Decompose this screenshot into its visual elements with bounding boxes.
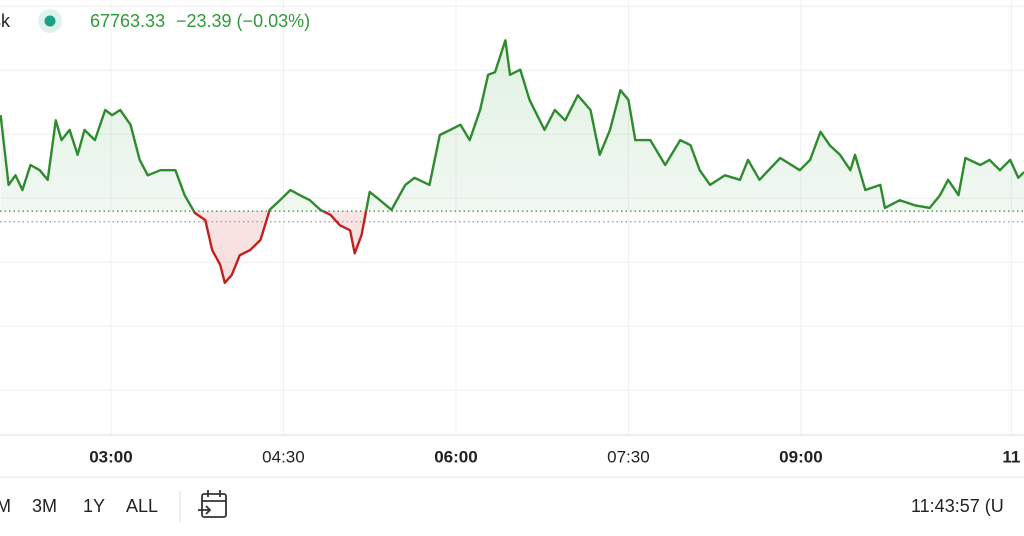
area-below (0, 211, 1024, 283)
range-button[interactable]: 1Y (83, 496, 105, 516)
range-button[interactable]: M (0, 496, 11, 516)
x-tick-label: 07:30 (607, 447, 650, 466)
x-tick-label: 09:00 (779, 447, 822, 466)
calendar-icon[interactable] (198, 490, 227, 518)
range-buttons: M 3M 1Y ALL (0, 496, 158, 516)
grid (0, 0, 1024, 435)
change: −23.39 (−0.03%) (176, 11, 310, 31)
range-button[interactable]: 3M (32, 496, 57, 516)
x-tick-label: 06:00 (434, 447, 477, 466)
plot (0, 39, 1024, 284)
price: 67763.33 (90, 11, 165, 31)
x-tick-label: 03:00 (89, 447, 132, 466)
x-tick-label: 04:30 (262, 447, 305, 466)
area-above (0, 40, 1024, 212)
symbol: sk (0, 11, 11, 31)
status-dot (44, 15, 56, 27)
clock: 11:43:57 (U (911, 496, 1004, 516)
price-line-series (0, 39, 1024, 212)
x-tick-label: 11 (1002, 447, 1020, 466)
range-button[interactable]: ALL (126, 496, 158, 516)
